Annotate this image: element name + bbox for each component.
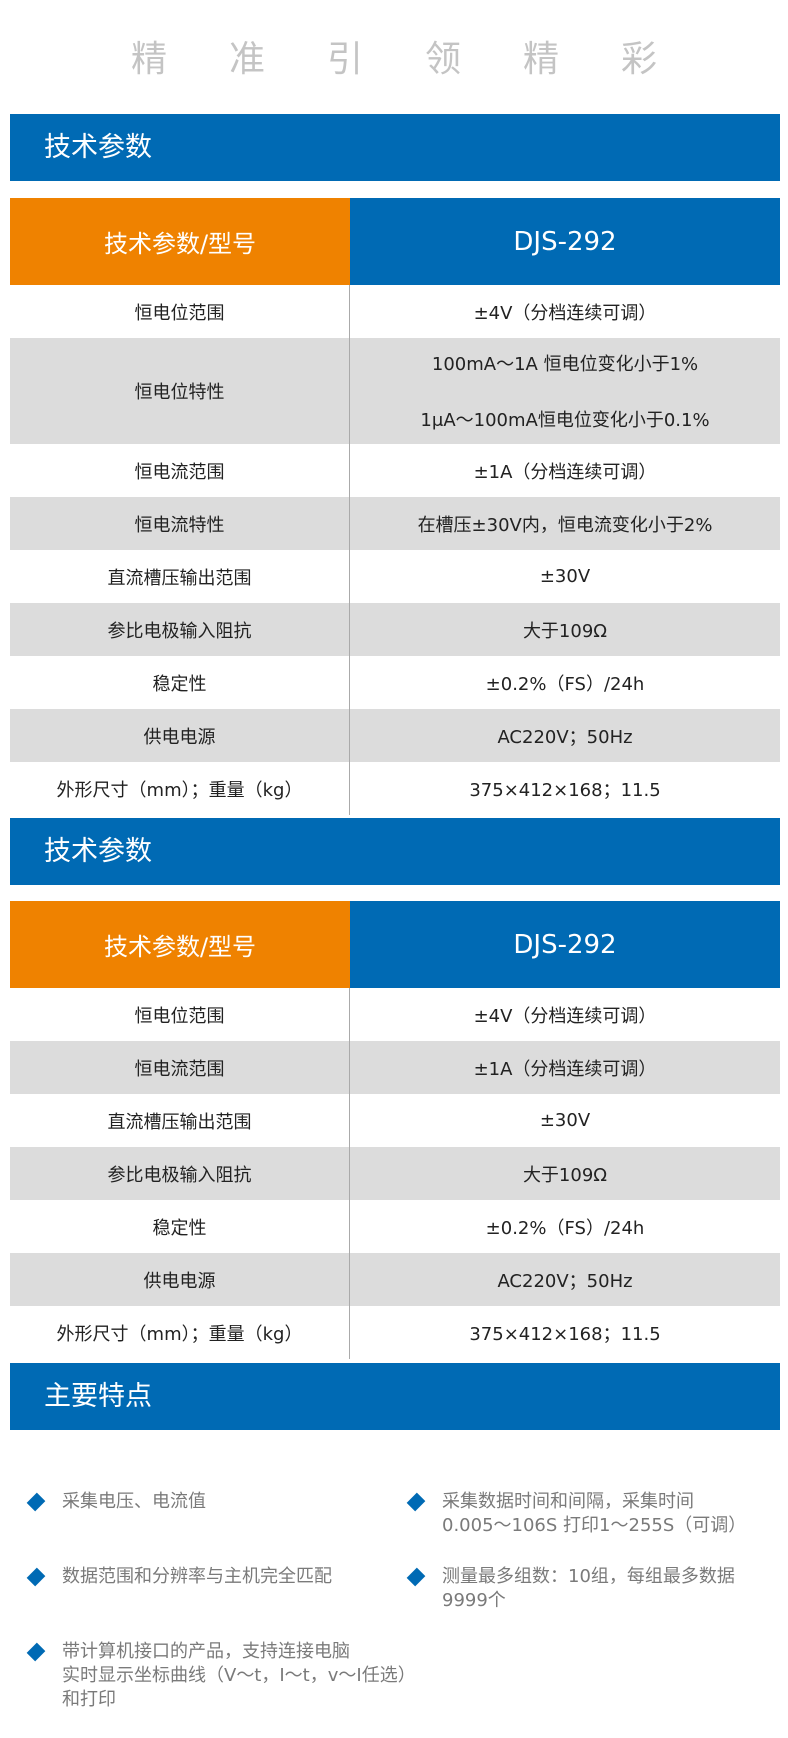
param-name: 直流槽压输出范围: [10, 550, 350, 603]
slogan: 精 准 引 领 精 彩: [0, 30, 788, 82]
param-value: 100mA～1A 恒电位变化小于1%: [431, 354, 699, 375]
table-header: 技术参数/型号 DJS-292: [10, 198, 780, 285]
diamond-bullet-icon: [26, 1492, 46, 1512]
param-name: 参比电极输入阻抗: [10, 1147, 350, 1200]
diamond-bullet-icon: [26, 1642, 46, 1662]
section-title-tech-params-2: 技术参数: [10, 818, 780, 885]
section-title-tech-params: 技术参数: [10, 114, 780, 181]
slogan-char: 精: [130, 39, 167, 80]
table-row: 外形尺寸（mm）；重量（kg） 375×412×168；11.5: [10, 1306, 780, 1359]
table-row: 稳定性 ±0.2%（FS）/24h: [10, 1200, 780, 1253]
feature-text: 测量最多组数：10组，每组最多数据 9999个: [442, 1566, 735, 1611]
diamond-bullet-icon: [26, 1567, 46, 1587]
spec-table-1: 技术参数/型号 DJS-292 恒电位范围 ±4V（分档连续可调） 恒电位特性 100mA…: [10, 198, 780, 815]
table-row: 恒电位范围 ±4V（分档连续可调）: [10, 285, 780, 338]
table-row: 恒电流范围 ±1A（分档连续可调）: [10, 1041, 780, 1094]
feature-text: 数据范围和分辨率与主机完全匹配: [62, 1566, 332, 1587]
feature-item: 采集电压、电流值: [26, 1490, 206, 1514]
param-name: 供电电源: [10, 709, 350, 762]
header-model: DJS-292: [350, 198, 780, 285]
param-name: 供电电源: [10, 1253, 350, 1306]
param-name: 恒电位范围: [10, 988, 350, 1041]
param-value: ±4V（分档连续可调）: [473, 302, 657, 324]
param-value: 1μA～100mA恒电位变化小于0.1%: [420, 410, 710, 431]
feature-item: 带计算机接口的产品，支持连接电脑 实时显示坐标曲线（V～t，I～t，v～I任选）…: [26, 1640, 416, 1712]
table-row: 恒电位特性 100mA～1A 恒电位变化小于1% 1μA～100mA恒电位变化小于0…: [10, 338, 780, 444]
slogan-char: 准: [228, 39, 265, 80]
spec-table-2: 技术参数/型号 DJS-292 恒电位范围 ±4V（分档连续可调） 恒电流范围 ±1A（分…: [10, 901, 780, 1359]
feature-text: 采集数据时间和间隔，采集时间 0.005～106S 打印1～255S（可调）: [442, 1491, 747, 1536]
param-value: ±0.2%（FS）/24h: [485, 1217, 645, 1239]
table-row: 参比电极输入阻抗 大于109Ω: [10, 1147, 780, 1200]
param-value: 375×412×168；11.5: [469, 1323, 661, 1345]
param-value: 大于109Ω: [522, 620, 608, 642]
param-name: 稳定性: [10, 1200, 350, 1253]
param-value: ±1A（分档连续可调）: [473, 1058, 657, 1080]
param-value: 375×412×168；11.5: [469, 779, 661, 801]
param-name: 外形尺寸（mm）；重量（kg）: [10, 762, 350, 815]
param-name: 恒电流特性: [10, 497, 350, 550]
table-row: 供电电源 AC220V；50Hz: [10, 1253, 780, 1306]
param-value: ±30V: [539, 1110, 591, 1131]
table-row: 供电电源 AC220V；50Hz: [10, 709, 780, 762]
table-row: 恒电位范围 ±4V（分档连续可调）: [10, 988, 780, 1041]
param-value: 大于109Ω: [522, 1164, 608, 1186]
table-row: 直流槽压输出范围 ±30V: [10, 550, 780, 603]
param-name: 恒电流范围: [10, 444, 350, 497]
param-value: 在槽压±30V内，恒电流变化小于2%: [417, 514, 713, 536]
param-name: 恒电位范围: [10, 285, 350, 338]
param-name: 外形尺寸（mm）；重量（kg）: [10, 1306, 350, 1359]
diamond-bullet-icon: [406, 1567, 426, 1587]
table-row: 恒电流范围 ±1A（分档连续可调）: [10, 444, 780, 497]
slogan-char: 引: [326, 39, 363, 80]
header-label: 技术参数/型号: [10, 901, 350, 988]
param-value: ±30V: [539, 566, 591, 587]
param-name: 参比电极输入阻抗: [10, 603, 350, 656]
param-name: 直流槽压输出范围: [10, 1094, 350, 1147]
param-name: 恒电位特性: [10, 338, 350, 444]
section-title-features: 主要特点: [10, 1363, 780, 1430]
table-row: 恒电流特性 在槽压±30V内，恒电流变化小于2%: [10, 497, 780, 550]
feature-item: 测量最多组数：10组，每组最多数据 9999个: [406, 1565, 735, 1613]
feature-text: 采集电压、电流值: [62, 1491, 206, 1512]
table-row: 参比电极输入阻抗 大于109Ω: [10, 603, 780, 656]
slogan-char: 领: [425, 39, 462, 80]
slogan-char: 彩: [621, 39, 658, 80]
feature-item: 数据范围和分辨率与主机完全匹配: [26, 1565, 332, 1589]
param-value: ±4V（分档连续可调）: [473, 1005, 657, 1027]
header-label: 技术参数/型号: [10, 198, 350, 285]
param-value: AC220V；50Hz: [497, 1270, 633, 1292]
param-name: 稳定性: [10, 656, 350, 709]
param-value: ±0.2%（FS）/24h: [485, 673, 645, 695]
table-row: 外形尺寸（mm）；重量（kg） 375×412×168；11.5: [10, 762, 780, 815]
feature-text: 带计算机接口的产品，支持连接电脑 实时显示坐标曲线（V～t，I～t，v～I任选）…: [62, 1641, 416, 1710]
param-name: 恒电流范围: [10, 1041, 350, 1094]
diamond-bullet-icon: [406, 1492, 426, 1512]
slogan-char: 精: [523, 39, 560, 80]
param-value: AC220V；50Hz: [497, 726, 633, 748]
table-row: 直流槽压输出范围 ±30V: [10, 1094, 780, 1147]
table-row: 稳定性 ±0.2%（FS）/24h: [10, 656, 780, 709]
param-value: ±1A（分档连续可调）: [473, 461, 657, 483]
feature-item: 采集数据时间和间隔，采集时间 0.005～106S 打印1～255S（可调）: [406, 1490, 747, 1538]
header-model: DJS-292: [350, 901, 780, 988]
table-header: 技术参数/型号 DJS-292: [10, 901, 780, 988]
